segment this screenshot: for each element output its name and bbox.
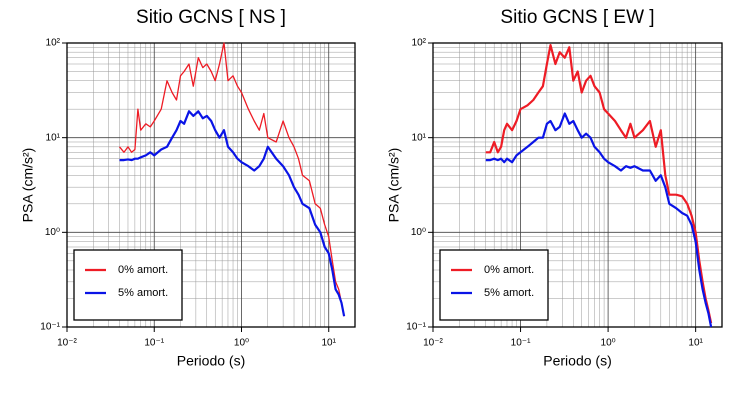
x-axis-label: Periodo (s): [543, 353, 611, 369]
y-axis-label: PSA (cm/s²): [386, 148, 402, 223]
y-tick-label: 10⁻¹: [40, 322, 60, 333]
series-line: [119, 110, 346, 317]
x-tick-label: 10⁻²: [57, 338, 77, 349]
x-tick-label: 10⁰: [234, 338, 249, 349]
y-tick-label: 10¹: [412, 132, 427, 143]
plot-frame: [432, 42, 723, 328]
series-line: [485, 112, 713, 328]
y-tick-label: 10⁰: [411, 227, 426, 238]
legend-label: 5% amort.: [118, 287, 168, 299]
series-line: [118, 42, 345, 317]
legend-label: 5% amort.: [484, 287, 534, 299]
panel: Sitio GCNS [ NS ] Periodo (s) PSA (cm/s²) 1…: [20, 7, 356, 369]
legend-box: [73, 249, 183, 321]
y-axis-label: PSA (cm/s²): [20, 148, 36, 223]
x-tick-label: 10⁻¹: [511, 338, 531, 349]
panel: Sitio GCNS [ EW ] Periodo (s) PSA (cm/s²) 1…: [386, 7, 723, 369]
x-tick-label: 10⁻¹: [144, 338, 164, 349]
x-tick-label: 10¹: [322, 338, 337, 349]
chart-title: Sitio GCNS [ EW ]: [500, 7, 654, 28]
legend-box: [439, 249, 549, 321]
plot-frame: [66, 42, 356, 328]
y-tick-label: 10²: [46, 38, 61, 49]
y-tick-label: 10¹: [46, 132, 61, 143]
x-axis-label: Periodo (s): [177, 353, 245, 369]
series-line: [485, 43, 713, 324]
y-tick-label: 10²: [412, 38, 427, 49]
y-tick-label: 10⁰: [45, 227, 60, 238]
legend-label: 0% amort.: [118, 264, 168, 276]
y-tick-label: 10⁻¹: [406, 322, 426, 333]
x-tick-label: 10¹: [688, 338, 703, 349]
legend-label: 0% amort.: [484, 264, 534, 276]
x-tick-label: 10⁻²: [423, 338, 443, 349]
chart-title: Sitio GCNS [ NS ]: [136, 7, 286, 28]
x-tick-label: 10⁰: [601, 338, 616, 349]
